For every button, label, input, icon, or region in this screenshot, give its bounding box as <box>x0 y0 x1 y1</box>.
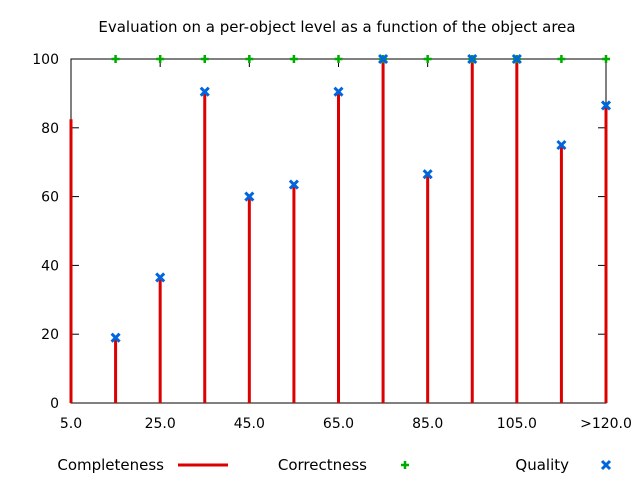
quality-point <box>556 139 567 151</box>
chart-title: Evaluation on a per-object level as a fu… <box>98 18 575 36</box>
legend-quality-swatch <box>600 459 612 471</box>
quality-point <box>110 332 121 343</box>
quality-point <box>244 191 255 202</box>
legend: Completeness Correctness Quality <box>57 456 612 474</box>
quality-point <box>199 86 210 97</box>
x-tick-label: >120.0 <box>580 416 632 432</box>
y-tick-label: 80 <box>41 121 59 137</box>
x-tick-label: 5.0 <box>60 416 82 432</box>
y-tick-label: 20 <box>41 327 59 343</box>
correctness-point <box>557 55 566 63</box>
plot-area: 0 20 40 60 80 100 5.0 25.0 45.0 65.0 85.0 105.0 >120… <box>32 52 632 432</box>
correctness-point <box>111 55 120 63</box>
correctness-point <box>156 55 165 63</box>
y-tick-label: 60 <box>41 190 59 206</box>
quality-point <box>333 86 344 97</box>
x-tick-label: 25.0 <box>145 416 176 432</box>
quality-point <box>467 53 478 65</box>
x-tick-label: 65.0 <box>323 416 354 432</box>
quality-point <box>600 100 612 111</box>
quality-point <box>378 53 389 65</box>
legend-label: Correctness <box>278 456 367 474</box>
quality-point <box>511 53 522 65</box>
x-tick-label: 105.0 <box>497 416 537 432</box>
correctness-point <box>289 55 298 63</box>
y-tick-label: 40 <box>41 258 59 274</box>
quality-point <box>288 179 299 190</box>
correctness-point <box>245 55 254 63</box>
quality-point <box>422 169 433 180</box>
correctness-point <box>423 55 432 63</box>
x-tick-label: 45.0 <box>234 416 265 432</box>
correctness-point <box>334 55 343 63</box>
quality-point <box>155 272 166 283</box>
x-tick-label: 85.0 <box>412 416 443 432</box>
y-tick-label: 0 <box>50 396 59 412</box>
legend-correctness-swatch <box>401 461 409 469</box>
legend-label: Quality <box>515 456 569 474</box>
legend-label: Completeness <box>57 456 164 474</box>
correctness-point <box>200 55 209 63</box>
y-tick-label: 100 <box>32 52 59 68</box>
correctness-point <box>602 55 610 63</box>
